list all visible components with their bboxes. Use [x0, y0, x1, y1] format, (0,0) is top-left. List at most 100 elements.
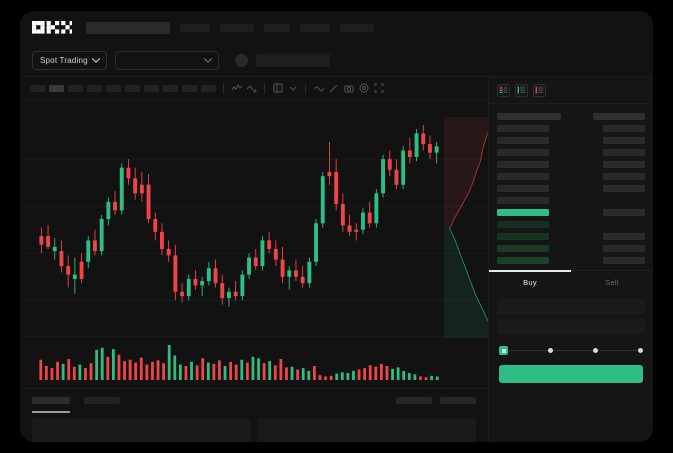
ask-amount: [603, 197, 645, 204]
trade-form-fields: [489, 293, 653, 334]
bid-amount: [603, 232, 645, 240]
table-row[interactable]: [497, 218, 645, 230]
table-row[interactable]: [497, 242, 645, 254]
table-row[interactable]: [497, 194, 645, 206]
volume-svg: [39, 345, 439, 380]
ask-amount: [603, 136, 645, 144]
table-row[interactable]: [497, 230, 645, 242]
line-type-icon[interactable]: [313, 83, 324, 94]
toolbar-divider: [264, 82, 265, 94]
timeframe-button-6[interactable]: [125, 84, 140, 92]
stepper-node-0[interactable]: [499, 346, 508, 355]
chart-toolbar: [20, 77, 488, 100]
orders-actions: [396, 397, 476, 404]
settings-chevron-icon[interactable]: [287, 83, 298, 94]
timeframe-button-2[interactable]: [49, 84, 64, 92]
nav-item-4[interactable]: [300, 23, 330, 32]
ask-amount: [603, 172, 645, 180]
orderbook-column-headers: [497, 110, 645, 122]
table-row[interactable]: [497, 158, 645, 170]
orders-card-1: [32, 418, 251, 442]
alert-icon[interactable]: [358, 83, 369, 94]
bid-amount: [603, 244, 645, 252]
table-row[interactable]: [497, 122, 645, 134]
stepper-node-2[interactable]: [593, 348, 598, 353]
orders-action-1[interactable]: [396, 397, 432, 404]
toolbar-divider: [223, 82, 224, 94]
active-tab-indicator: [489, 270, 571, 272]
orders-tabs: [20, 389, 488, 413]
trading-mode-select[interactable]: Spot Trading: [32, 50, 107, 70]
ask-amount: [603, 160, 645, 168]
orders-panel: [20, 388, 488, 442]
drawing-icon[interactable]: [328, 83, 339, 94]
orderbook-panel: Buy Sell: [488, 77, 653, 442]
column-header-price: [497, 112, 561, 120]
stepper-node-1[interactable]: [548, 348, 553, 353]
bid-amount: [603, 221, 645, 228]
timeframe-button-3[interactable]: [68, 84, 83, 92]
orderbook-mode-both[interactable]: [497, 84, 510, 97]
orderbook-mode-asks[interactable]: [533, 84, 546, 97]
compare-icon[interactable]: [246, 83, 257, 94]
table-row[interactable]: [497, 134, 645, 146]
submit-order-button[interactable]: [499, 365, 643, 383]
last-price-display: [255, 53, 330, 67]
tab-order-history[interactable]: [84, 397, 120, 404]
template-icon[interactable]: [272, 83, 283, 94]
tab-open-orders[interactable]: [32, 397, 70, 404]
toolbar-divider: [305, 82, 306, 94]
ask-amount: [603, 124, 645, 132]
nav-item-1[interactable]: [180, 23, 210, 32]
orders-card-2: [257, 418, 476, 442]
price-field[interactable]: [497, 299, 645, 314]
orderbook-mode-group: [489, 77, 653, 103]
coin-icon: [234, 53, 248, 67]
indicator-icon[interactable]: [231, 83, 242, 94]
stepper-node-3[interactable]: [638, 348, 643, 353]
trading-pair-select[interactable]: [114, 50, 219, 70]
table-row[interactable]: [497, 254, 645, 266]
camera-icon[interactable]: [343, 83, 354, 94]
tab-buy[interactable]: Buy: [523, 278, 537, 287]
timeframe-button-5[interactable]: [106, 84, 121, 92]
column-header-amount: [593, 112, 645, 120]
table-row[interactable]: [497, 170, 645, 182]
search-input[interactable]: [86, 21, 170, 34]
timeframe-button-7[interactable]: [144, 84, 159, 92]
table-row[interactable]: [497, 146, 645, 158]
volume-chart: [20, 336, 488, 388]
okx-logo-icon[interactable]: [32, 21, 72, 34]
chevron-down-icon: [91, 54, 101, 63]
price-chart[interactable]: [20, 100, 488, 336]
ask-price: [497, 172, 549, 180]
table-row[interactable]: [497, 182, 645, 194]
timeframe-button-10[interactable]: [201, 84, 216, 92]
timeframe-button-1[interactable]: [30, 84, 45, 92]
app-screen: Spot Trading: [20, 11, 653, 442]
orders-action-2[interactable]: [440, 397, 476, 404]
market-subheader: Spot Trading: [20, 44, 653, 77]
market-stat-3: [481, 59, 513, 62]
ask-amount: [603, 148, 645, 156]
orders-body: [20, 404, 488, 442]
timeframe-button-4[interactable]: [87, 84, 102, 92]
tab-sell[interactable]: Sell: [605, 278, 619, 287]
amount-field[interactable]: [497, 319, 645, 334]
nav-item-3[interactable]: [264, 23, 290, 32]
orderbook-header: [489, 103, 653, 122]
ask-amount: [603, 184, 645, 192]
timeframe-button-8[interactable]: [163, 84, 178, 92]
amount-percent-stepper[interactable]: [499, 346, 643, 355]
stepper-track: [502, 350, 643, 351]
market-stat-5: [609, 59, 641, 62]
ask-price: [497, 124, 549, 132]
market-stat-4: [549, 59, 575, 62]
nav-item-2[interactable]: [220, 23, 254, 32]
bid-price: [497, 220, 549, 228]
bid-amount: [603, 256, 645, 264]
nav-item-5[interactable]: [340, 23, 374, 32]
orderbook-mode-bids[interactable]: [515, 84, 528, 97]
timeframe-button-9[interactable]: [182, 84, 197, 92]
fullscreen-icon[interactable]: [373, 83, 384, 94]
